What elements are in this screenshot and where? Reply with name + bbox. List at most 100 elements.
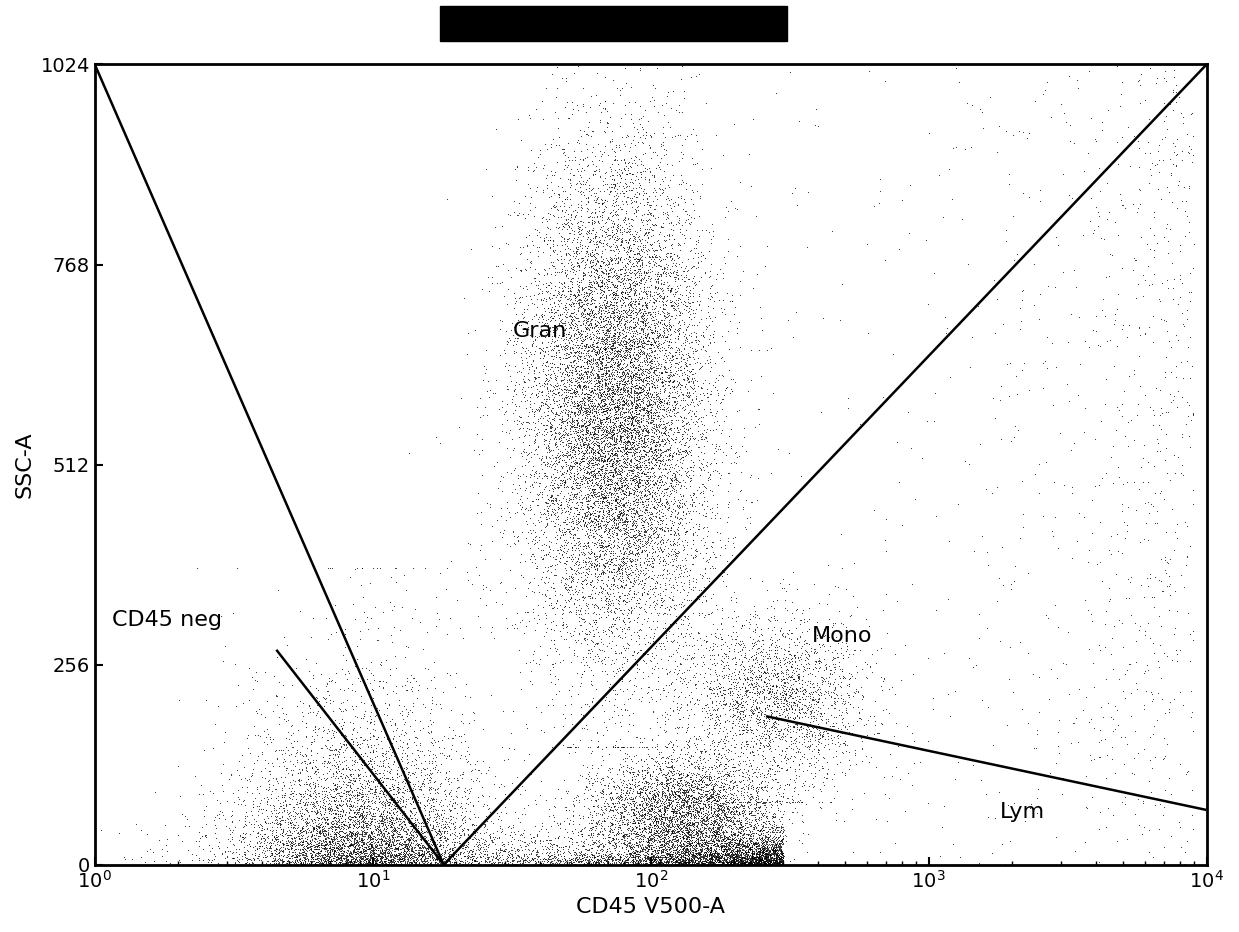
Point xyxy=(999,671,1018,686)
Point xyxy=(352,829,372,843)
Point xyxy=(576,459,596,474)
Point xyxy=(579,369,598,384)
Point xyxy=(743,851,763,866)
Point xyxy=(680,823,700,838)
Point xyxy=(580,234,600,249)
Point xyxy=(650,155,670,170)
Point xyxy=(577,489,597,504)
Point xyxy=(574,342,593,357)
Point xyxy=(753,708,773,723)
Point xyxy=(701,231,721,246)
Point xyxy=(388,811,408,826)
Point xyxy=(674,609,694,624)
Point xyxy=(689,850,709,865)
Point xyxy=(641,432,660,446)
Point xyxy=(658,329,678,344)
Point xyxy=(616,827,636,842)
Point xyxy=(556,359,576,374)
Point xyxy=(596,437,616,452)
Point xyxy=(760,711,779,726)
Point xyxy=(336,844,356,859)
Point xyxy=(1166,148,1186,163)
Point xyxy=(426,827,446,842)
Point xyxy=(644,169,664,184)
Point xyxy=(413,775,432,790)
Point xyxy=(647,311,667,326)
Point xyxy=(388,783,408,798)
Point xyxy=(639,829,659,844)
Point xyxy=(400,818,420,833)
Point xyxy=(357,736,377,751)
Point xyxy=(592,652,612,667)
Point xyxy=(541,535,561,550)
Point xyxy=(613,782,633,797)
Point xyxy=(615,156,634,171)
Point xyxy=(686,397,706,412)
Point xyxy=(700,854,720,869)
Point xyxy=(299,837,318,852)
Point xyxy=(506,397,525,412)
Point xyxy=(543,493,563,508)
Point xyxy=(740,857,760,871)
Point xyxy=(776,747,795,761)
Point xyxy=(538,407,558,422)
Point xyxy=(663,788,683,802)
Point xyxy=(243,856,263,870)
Point xyxy=(528,422,548,437)
Point xyxy=(731,813,751,828)
Point xyxy=(574,391,593,405)
Point xyxy=(554,829,574,844)
Point xyxy=(688,801,707,816)
Point xyxy=(641,391,660,406)
Point xyxy=(716,721,736,736)
Point xyxy=(577,631,597,646)
Point xyxy=(332,829,352,843)
Point xyxy=(657,268,676,283)
Point xyxy=(316,837,336,852)
Point xyxy=(655,852,675,867)
Point xyxy=(750,741,769,756)
Point xyxy=(592,391,612,406)
Point xyxy=(563,460,582,475)
Point xyxy=(798,652,818,667)
Point xyxy=(638,212,658,227)
Point xyxy=(705,825,725,840)
Point xyxy=(724,850,743,865)
Point xyxy=(572,513,592,528)
Point xyxy=(307,803,327,818)
Point xyxy=(347,819,367,834)
Point xyxy=(592,366,612,381)
Point xyxy=(228,854,248,869)
Point xyxy=(634,822,654,837)
Point xyxy=(1146,486,1166,500)
Point xyxy=(382,793,401,808)
Point xyxy=(593,853,613,868)
Point xyxy=(600,388,620,403)
Point xyxy=(652,544,672,559)
Point xyxy=(518,837,538,852)
Point xyxy=(1154,492,1173,507)
Point xyxy=(576,431,596,445)
Point xyxy=(768,856,788,870)
Point xyxy=(390,818,410,833)
Point xyxy=(572,851,592,866)
Point xyxy=(670,410,690,425)
Point xyxy=(582,582,602,597)
Point xyxy=(636,501,655,516)
Point xyxy=(750,687,769,702)
Point xyxy=(483,835,503,850)
Point xyxy=(617,559,637,574)
Point xyxy=(707,763,727,778)
Point xyxy=(605,355,624,370)
Point xyxy=(758,738,778,753)
Point xyxy=(597,387,617,402)
Point xyxy=(321,836,341,851)
Point xyxy=(589,464,608,479)
Point xyxy=(654,317,674,332)
Point xyxy=(710,395,730,410)
Point xyxy=(503,327,523,342)
Point xyxy=(436,831,456,846)
Point xyxy=(603,349,623,363)
Point xyxy=(669,796,689,811)
Point xyxy=(354,709,374,724)
